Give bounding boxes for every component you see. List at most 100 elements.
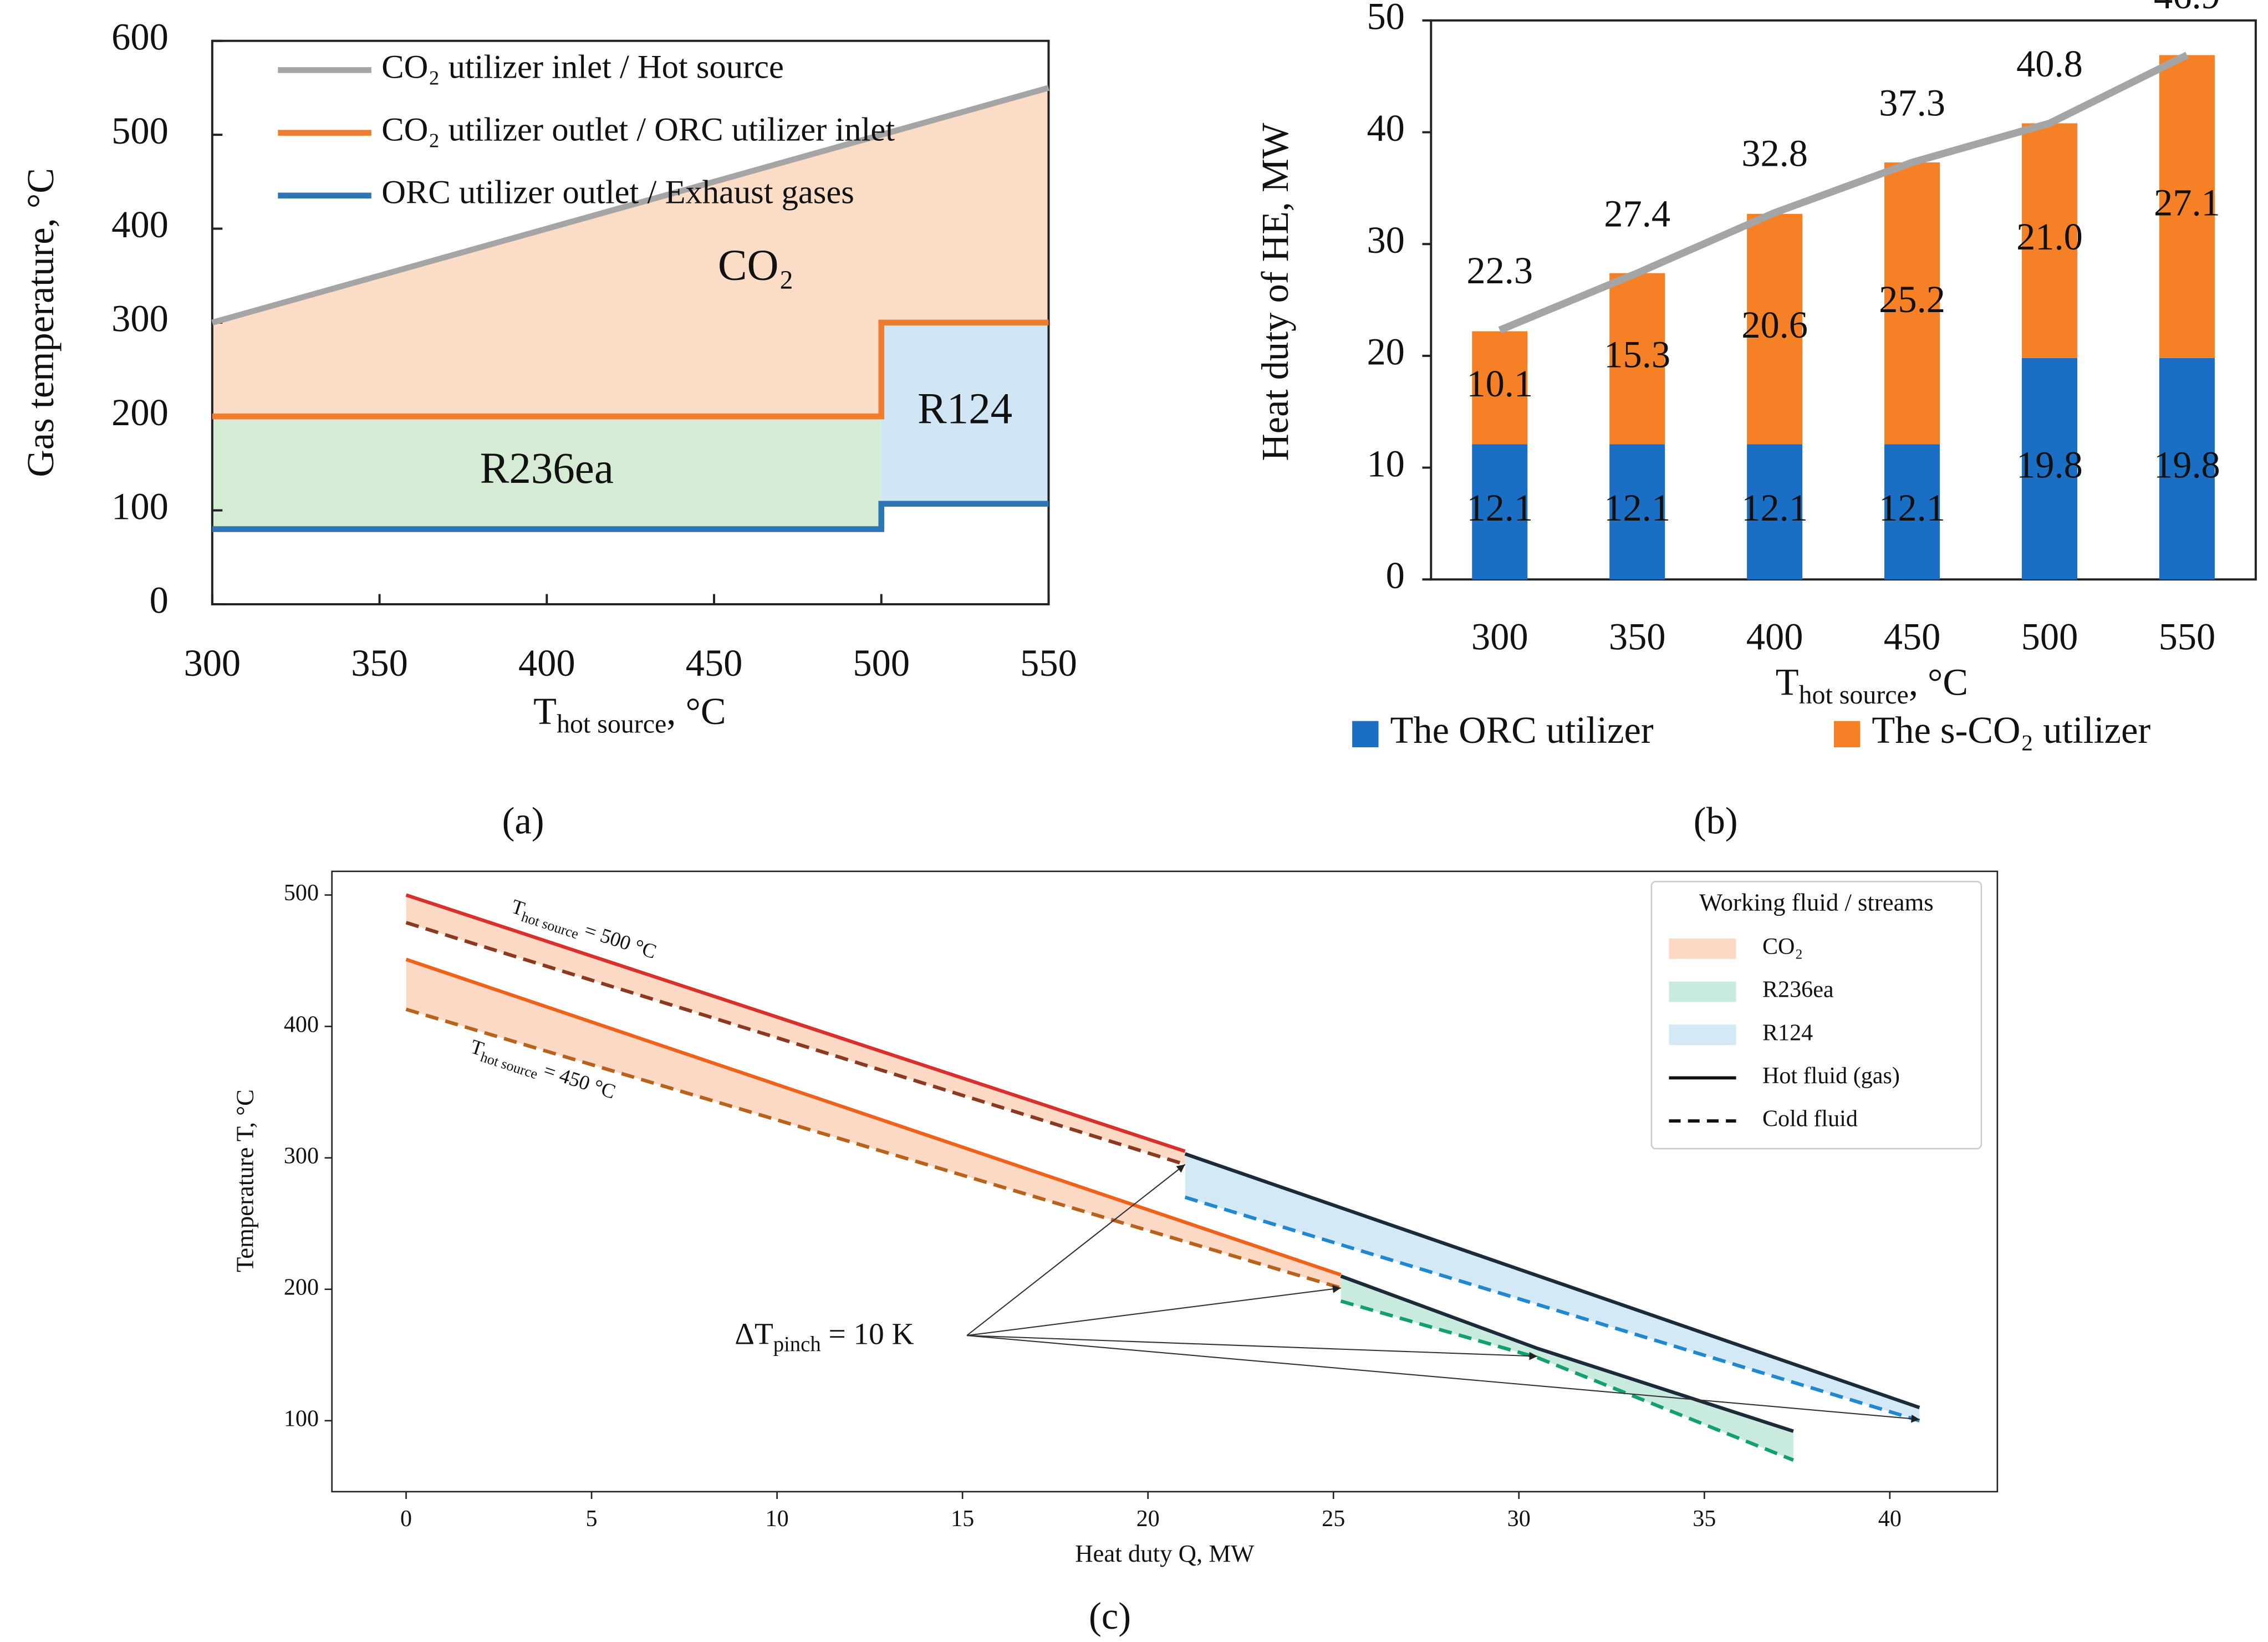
total-label: 32.8 [1741, 132, 1808, 174]
x-tick-label: 300 [1471, 616, 1528, 658]
legend-label: R236ea [1762, 977, 1834, 1003]
legend-label: Hot fluid (gas) [1762, 1063, 1900, 1089]
pinch-label-tail: = 10 K [821, 1317, 914, 1350]
pinch-arrow [966, 1164, 1186, 1336]
y-tick-label: 20 [1367, 331, 1404, 373]
x-tick-label: 0 [400, 1506, 412, 1532]
stream-line [1340, 1274, 1794, 1433]
legend-label: CO₂ utilizer inlet / Hot source [381, 48, 784, 85]
legend-label: ORC utilizer outlet / Exhaust gases [381, 174, 854, 211]
total-label: 27.4 [1604, 192, 1670, 234]
series-line [212, 319, 1049, 420]
y-tick-label: 50 [1367, 0, 1404, 38]
legend-swatch [1669, 981, 1736, 1002]
region [212, 88, 1049, 417]
bar-value-label: 12.1 [1466, 487, 1533, 529]
y-tick-label: 30 [1367, 219, 1404, 261]
x-tick-label: 30 [1507, 1506, 1531, 1532]
y-tick-label: 200 [284, 1274, 319, 1300]
y-tick-label: 600 [111, 16, 169, 58]
caption: (b) [1694, 799, 1738, 842]
total-label: 46.9 [2154, 0, 2220, 17]
series-line [212, 501, 1049, 532]
legend-swatch [1669, 1024, 1736, 1046]
x-axis-label-tail: , °C [1909, 661, 1968, 703]
bar [1884, 444, 1940, 580]
pinch-label: ΔTpinch = 10 K [735, 1317, 914, 1356]
x-axis-label-sub: hot source [557, 710, 666, 739]
stream-line [1340, 1299, 1795, 1462]
y-tick-label: 300 [111, 298, 169, 340]
x-axis-label: Heat duty Q, MW [1075, 1539, 1255, 1567]
pinch-arrow [966, 1284, 1341, 1337]
region-label: R236ea [480, 445, 614, 493]
bar [2159, 55, 2215, 358]
bar [1609, 444, 1665, 580]
y-tick-label: 500 [111, 110, 169, 152]
bar-value-label: 10.1 [1466, 363, 1533, 405]
plot-frame [331, 870, 1999, 1493]
x-tick-label: 35 [1693, 1506, 1716, 1532]
x-tick-label: 20 [1136, 1506, 1160, 1532]
legend-swatch [1833, 721, 1861, 748]
y-tick-label: 10 [1367, 442, 1404, 485]
legend-label: CO₂ utilizer outlet / ORC utilizer inlet [381, 111, 895, 148]
x-axis-label-main: T [1776, 661, 1799, 703]
y-axis-label: Gas temperature, °C [19, 168, 62, 477]
x-tick-label: 550 [1020, 642, 1077, 684]
x-axis-label-tail: , °C [666, 690, 726, 732]
series-line [211, 85, 1049, 325]
y-tick-label: 0 [150, 579, 169, 621]
y-tick-label: 400 [284, 1011, 319, 1037]
region [212, 416, 881, 529]
bar-value-label: 21.0 [2016, 216, 2083, 258]
x-tick-label: 300 [184, 642, 241, 684]
legend-swatch [1352, 721, 1379, 748]
total-line [1498, 52, 2189, 334]
y-tick-label: 40 [1367, 107, 1404, 149]
bar [2159, 358, 2215, 580]
x-axis-label-main: T [533, 690, 557, 732]
y-tick-label: 500 [284, 880, 319, 906]
region [881, 322, 1049, 504]
region-label: CO₂ [718, 242, 794, 290]
bar [1609, 273, 1665, 445]
total-label: 40.8 [2016, 43, 2083, 85]
y-axis-label: Heat duty of HE, MW [1254, 123, 1296, 461]
x-tick-label: 15 [951, 1506, 974, 1532]
pinch-label-main: ΔT [735, 1317, 773, 1350]
legend-label: CO₂ [1762, 934, 1803, 960]
caption: (a) [502, 799, 544, 842]
plot-frame [1430, 19, 2257, 581]
bar-value-label: 12.1 [1604, 487, 1670, 529]
y-tick-label: 200 [111, 391, 169, 434]
pinch-label-sub: pinch [773, 1333, 821, 1356]
x-tick-label: 450 [1884, 616, 1941, 658]
caption: (c) [1089, 1595, 1131, 1637]
bar-value-label: 20.6 [1741, 304, 1808, 346]
legend-swatch [1669, 938, 1736, 959]
x-tick-label: 25 [1322, 1506, 1345, 1532]
legend-label: The ORC utilizer [1390, 709, 1654, 751]
bar-value-label: 15.3 [1604, 334, 1670, 376]
x-tick-label: 10 [766, 1506, 789, 1532]
bar [1747, 213, 1803, 445]
x-tick-label: 5 [586, 1506, 598, 1532]
stream-line [405, 921, 1186, 1166]
y-tick-label: 0 [1386, 554, 1405, 596]
x-tick-label: 350 [351, 642, 408, 684]
legend-label: R124 [1762, 1019, 1813, 1046]
total-label: 37.3 [1879, 82, 1945, 124]
x-tick-label: 40 [1878, 1506, 1902, 1532]
annotation-sub: hot source [478, 1049, 539, 1083]
bar [1472, 444, 1528, 580]
bar [1884, 162, 1940, 445]
band [1185, 1154, 1920, 1421]
bar [2021, 123, 2078, 358]
y-tick-label: 300 [284, 1143, 319, 1169]
x-tick-label: 350 [1609, 616, 1666, 658]
legend-label: Cold fluid [1762, 1106, 1858, 1132]
bar-value-label: 19.8 [2154, 443, 2220, 486]
